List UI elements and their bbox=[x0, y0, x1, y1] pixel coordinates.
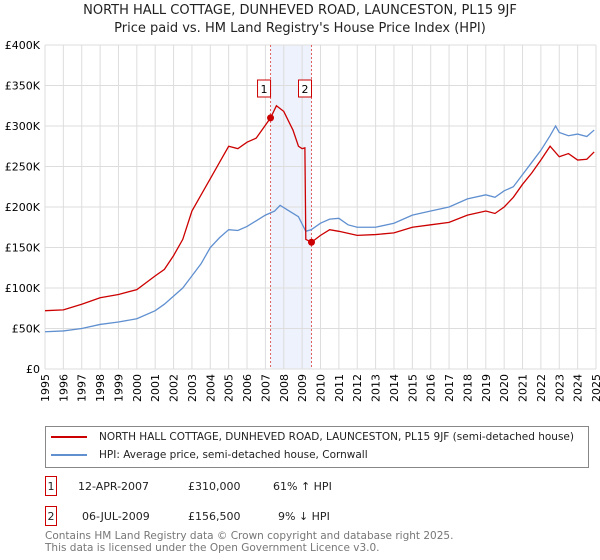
x-tick-label: 2017 bbox=[443, 374, 456, 402]
sale-label-box bbox=[257, 79, 272, 98]
y-tick-label: £350K bbox=[5, 80, 41, 93]
x-tick-label: 2005 bbox=[223, 374, 236, 402]
chart-title: NORTH HALL COTTAGE, DUNHEVED ROAD, LAUNC… bbox=[83, 3, 517, 18]
x-tick-label: 1998 bbox=[94, 374, 107, 402]
sale-label: 2 bbox=[302, 83, 309, 96]
x-tick-label: 2022 bbox=[535, 374, 548, 402]
x-tick-label: 2024 bbox=[572, 374, 585, 402]
x-tick-label: 2016 bbox=[425, 374, 438, 402]
y-tick-label: £150K bbox=[5, 242, 41, 255]
transaction-price: £310,000 bbox=[188, 479, 241, 493]
x-tick-label: 2009 bbox=[296, 374, 309, 402]
x-tick-label: 2023 bbox=[553, 374, 566, 402]
footer: Contains HM Land Registry data © Crown c… bbox=[45, 530, 453, 554]
legend-label-property: NORTH HALL COTTAGE, DUNHEVED ROAD, LAUNC… bbox=[99, 431, 574, 443]
y-tick-label: £0 bbox=[26, 363, 40, 376]
hpi-line bbox=[44, 124, 595, 333]
y-tick-label: £50K bbox=[12, 323, 41, 336]
transaction-badge: 2 bbox=[45, 506, 57, 526]
transaction-date: 12-APR-2007 bbox=[78, 479, 150, 493]
x-tick-label: 2010 bbox=[315, 374, 328, 402]
y-tick-label: £200K bbox=[5, 201, 41, 214]
x-tick-label: 2007 bbox=[259, 374, 272, 402]
transaction-price: £156,500 bbox=[188, 509, 241, 523]
y-tick-label: £300K bbox=[5, 120, 41, 133]
legend: NORTH HALL COTTAGE, DUNHEVED ROAD, LAUNC… bbox=[45, 426, 589, 468]
x-tick-label: 1997 bbox=[76, 374, 89, 402]
x-tick-label: 2018 bbox=[461, 374, 474, 402]
price-chart: 1995 1996 1997 1998 1999 2000 2001 2002 2003 2004… bbox=[5, 39, 600, 402]
legend-swatch-hpi bbox=[51, 454, 87, 456]
footer-line-1: Contains HM Land Registry data © Crown c… bbox=[45, 530, 454, 542]
transaction-date: 06-JUL-2009 bbox=[82, 509, 150, 523]
x-tick-label: 2020 bbox=[498, 374, 511, 402]
property-price-line bbox=[44, 104, 595, 312]
y-tick-label: £400K bbox=[5, 39, 41, 52]
x-tick-label: 2002 bbox=[168, 374, 181, 402]
footer-line-2: This data is licensed under the Open Gov… bbox=[45, 542, 380, 554]
x-tick-label: 2001 bbox=[149, 374, 162, 402]
sale-label: 1 bbox=[261, 83, 268, 96]
x-tick-label: 1995 bbox=[39, 374, 52, 402]
legend-item-property: NORTH HALL COTTAGE, DUNHEVED ROAD, LAUNC… bbox=[51, 431, 574, 443]
chart-subtitle: Price paid vs. HM Land Registry's House … bbox=[114, 21, 486, 36]
transaction-badge: 1 bbox=[45, 476, 57, 496]
x-tick-label: 2000 bbox=[131, 374, 144, 402]
x-tick-label: 2021 bbox=[517, 374, 530, 402]
x-tick-label: 2014 bbox=[388, 374, 401, 402]
x-tick-label: 2006 bbox=[241, 374, 254, 402]
legend-label-hpi: HPI: Average price, semi-detached house,… bbox=[99, 449, 368, 461]
sale-label-box bbox=[298, 79, 313, 98]
transaction-row: 1 12-APR-2007 £310,000 61% ↑ HPI bbox=[45, 476, 332, 496]
x-tick-label: 1999 bbox=[112, 374, 125, 402]
x-tick-label: 2004 bbox=[204, 374, 217, 402]
x-tick-label: 2012 bbox=[351, 374, 364, 402]
sale-point bbox=[308, 238, 316, 246]
y-tick-label: £250K bbox=[5, 161, 41, 174]
y-tick-label: £100K bbox=[5, 282, 41, 295]
x-tick-label: 2013 bbox=[370, 374, 383, 402]
legend-item-hpi: HPI: Average price, semi-detached house,… bbox=[51, 449, 368, 461]
x-tick-label: 2011 bbox=[333, 374, 346, 402]
x-tick-label: 2003 bbox=[186, 374, 199, 402]
x-tick-label: 2015 bbox=[406, 374, 419, 402]
transaction-hpi: 9% ↓ HPI bbox=[278, 509, 330, 523]
x-tick-label: 2008 bbox=[278, 374, 291, 402]
sale-point bbox=[267, 114, 275, 122]
x-tick-label: 2019 bbox=[480, 374, 493, 402]
x-tick-label: 1996 bbox=[57, 374, 70, 402]
legend-swatch-property bbox=[51, 436, 87, 438]
x-tick-label: 2025 bbox=[590, 374, 600, 402]
transaction-hpi: 61% ↑ HPI bbox=[273, 479, 332, 493]
transaction-row: 2 06-JUL-2009 £156,500 9% ↓ HPI bbox=[45, 506, 330, 526]
